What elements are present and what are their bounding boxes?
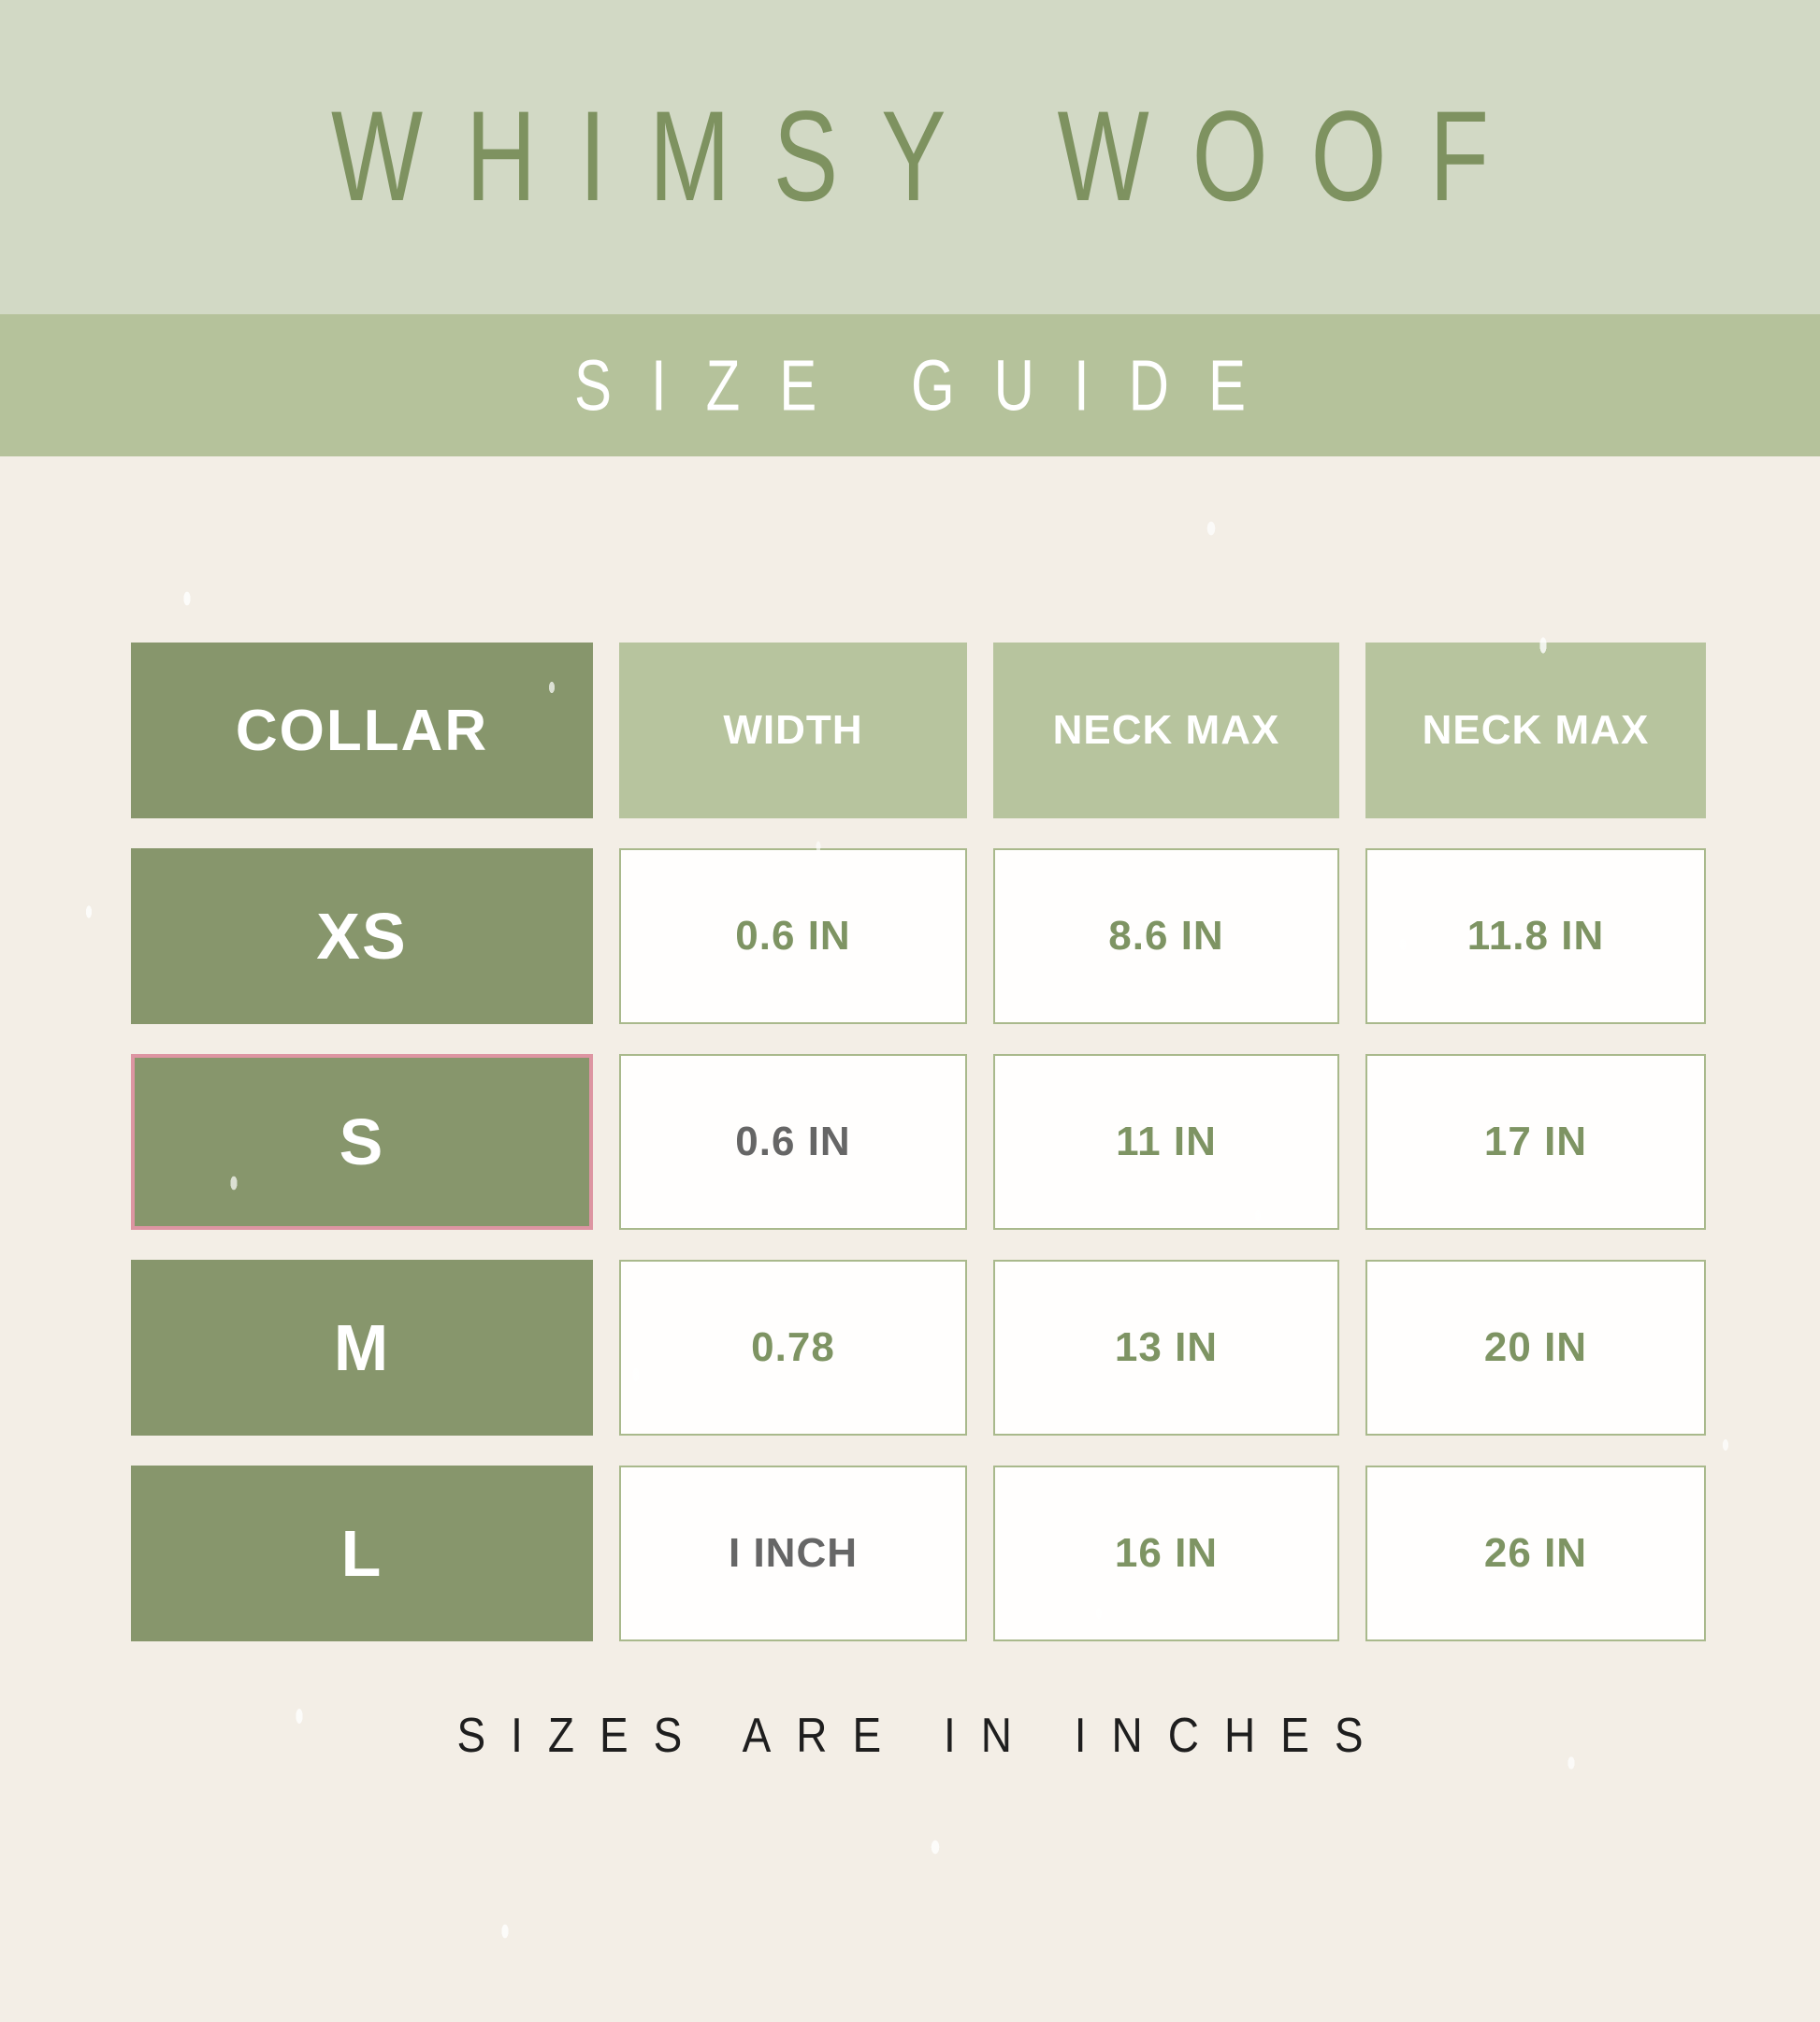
value-cell-m-neck-1: 13 IN bbox=[993, 1260, 1339, 1436]
header-cell-collar: COLLAR bbox=[131, 643, 593, 818]
size-cell-xs: XS bbox=[131, 848, 593, 1024]
brand-header-band: WHIMSY WOOF bbox=[0, 0, 1820, 314]
header-cell-neck-max-1: NECK MAX bbox=[993, 643, 1339, 818]
brand-title: WHIMSY WOOF bbox=[330, 84, 1533, 228]
value-cell-xs-neck-2: 11.8 IN bbox=[1365, 848, 1706, 1024]
header-cell-width: WIDTH bbox=[619, 643, 967, 818]
size-guide-title: SIZE GUIDE bbox=[573, 345, 1286, 426]
size-cell-s: S bbox=[131, 1054, 593, 1230]
value-cell-s-width: 0.6 IN bbox=[619, 1054, 967, 1230]
size-cell-m: M bbox=[131, 1260, 593, 1436]
value-cell-l-width: I INCH bbox=[619, 1466, 967, 1641]
size-cell-l: L bbox=[131, 1466, 593, 1641]
units-note: SIZES ARE IN INCHES bbox=[456, 1707, 1389, 1763]
size-table: COLLAR WIDTH NECK MAX NECK MAX XS 0.6 IN… bbox=[131, 643, 1706, 1641]
header-cell-neck-max-2: NECK MAX bbox=[1365, 643, 1706, 818]
size-guide-banner: SIZE GUIDE bbox=[0, 314, 1820, 456]
value-cell-s-neck-2: 17 IN bbox=[1365, 1054, 1706, 1230]
value-cell-s-neck-1: 11 IN bbox=[993, 1054, 1339, 1230]
value-cell-m-width: 0.78 bbox=[619, 1260, 967, 1436]
value-cell-l-neck-2: 26 IN bbox=[1365, 1466, 1706, 1641]
value-cell-l-neck-1: 16 IN bbox=[993, 1466, 1339, 1641]
value-cell-xs-width: 0.6 IN bbox=[619, 848, 967, 1024]
value-cell-m-neck-2: 20 IN bbox=[1365, 1260, 1706, 1436]
value-cell-xs-neck-1: 8.6 IN bbox=[993, 848, 1339, 1024]
